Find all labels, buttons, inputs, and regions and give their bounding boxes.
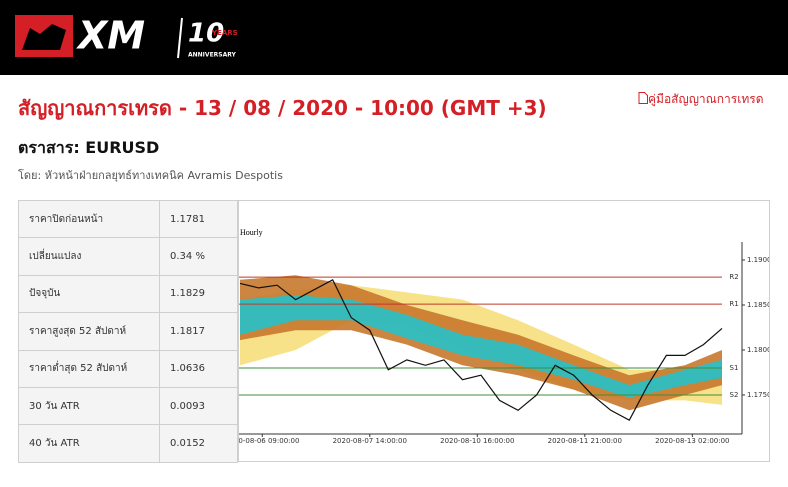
divider <box>177 17 183 59</box>
level-label: R2 <box>729 273 738 281</box>
label-cell: 30 วัน ATR <box>18 386 160 426</box>
value-cell: 0.0093 <box>159 386 238 426</box>
table-row: ปัจจุบัน 1.1829 <box>18 274 238 314</box>
years: YEARS <box>211 29 238 37</box>
header: XM 10 YEARS ANNIVERSARY <box>0 0 788 75</box>
level-label: S2 <box>730 391 739 399</box>
stats-table: ราคาปิดก่อนหน้า 1.1781 เปลี่ยนแปลง 0.34 % ปั… <box>18 199 238 463</box>
logo[interactable]: XM 10 YEARS ANNIVERSARY <box>0 0 260 75</box>
chart-label: Hourly <box>240 228 263 237</box>
value-cell: 0.34 % <box>159 237 238 276</box>
value-cell: 1.0636 <box>159 349 238 388</box>
table-row: ราคาปิดก่อนหน้า 1.1781 <box>18 199 238 239</box>
level-label: S1 <box>730 364 739 372</box>
guide-text[interactable]: คู่มือสัญญาณการเทรด <box>648 92 764 106</box>
price-line <box>239 278 723 422</box>
logo-text: XM <box>76 14 145 58</box>
label-cell: ราคาสูงสุด 52 สัปดาห์ <box>18 312 160 351</box>
y-tick-label: 1.1800 <box>747 346 769 354</box>
value-cell: 1.1781 <box>159 199 238 239</box>
label-cell: 40 วัน ATR <box>18 424 160 463</box>
table-row: 40 วัน ATR 0.0152 <box>18 424 238 463</box>
x-tick-label: 2020-08-11 21:00:00 <box>548 437 622 445</box>
table-row: ราคาสูงสุด 52 สัปดาห์ 1.1817 <box>18 312 238 351</box>
logo-bull <box>22 24 66 50</box>
author: โดย: หัวหน้าฝ่ายกลยุทธ์ทางเทคนิค Avramis… <box>18 169 283 182</box>
pdf-icon <box>638 92 648 104</box>
x-tick-label: 2020-08-13 02:00:00 <box>655 437 729 445</box>
value-cell: 1.1829 <box>159 274 238 314</box>
anniversary-number: 10 <box>188 19 224 49</box>
x-tick-label: 2020-08-06 09:00:00 <box>239 437 299 445</box>
table-row: เปลี่ยนแปลง 0.34 % <box>18 237 238 276</box>
instrument: ตราสาร: EURUSD <box>18 138 160 157</box>
y-tick-label: 1.1850 <box>747 301 769 309</box>
guide-link[interactable]: คู่มือสัญญาณการเทรด <box>638 90 764 109</box>
label-cell: เปลี่ยนแปลง <box>18 237 160 276</box>
table-row: ราคาต่ำสุด 52 สัปดาห์ 1.0636 <box>18 349 238 388</box>
title: สัญญาณการเทรด - 13 / 08 / 2020 - 10:00 (… <box>18 96 547 120</box>
label-cell: ราคาปิดก่อนหน้า <box>18 199 160 239</box>
band <box>240 295 722 398</box>
table-row: 30 วัน ATR 0.0093 <box>18 386 238 426</box>
x-tick-label: 2020-08-10 16:00:00 <box>440 437 514 445</box>
x-tick-label: 2020-08-07 14:00:00 <box>333 437 407 445</box>
label-cell: ราคาต่ำสุด 52 สัปดาห์ <box>18 349 160 388</box>
label-cell: ปัจจุบัน <box>18 274 160 314</box>
level-label: R1 <box>729 300 738 308</box>
y-tick-label: 1.1900 <box>747 256 769 264</box>
anniversary-label: ANNIVERSARY <box>188 52 237 59</box>
value-cell: 1.1817 <box>159 312 238 351</box>
value-cell: 0.0152 <box>159 424 238 463</box>
